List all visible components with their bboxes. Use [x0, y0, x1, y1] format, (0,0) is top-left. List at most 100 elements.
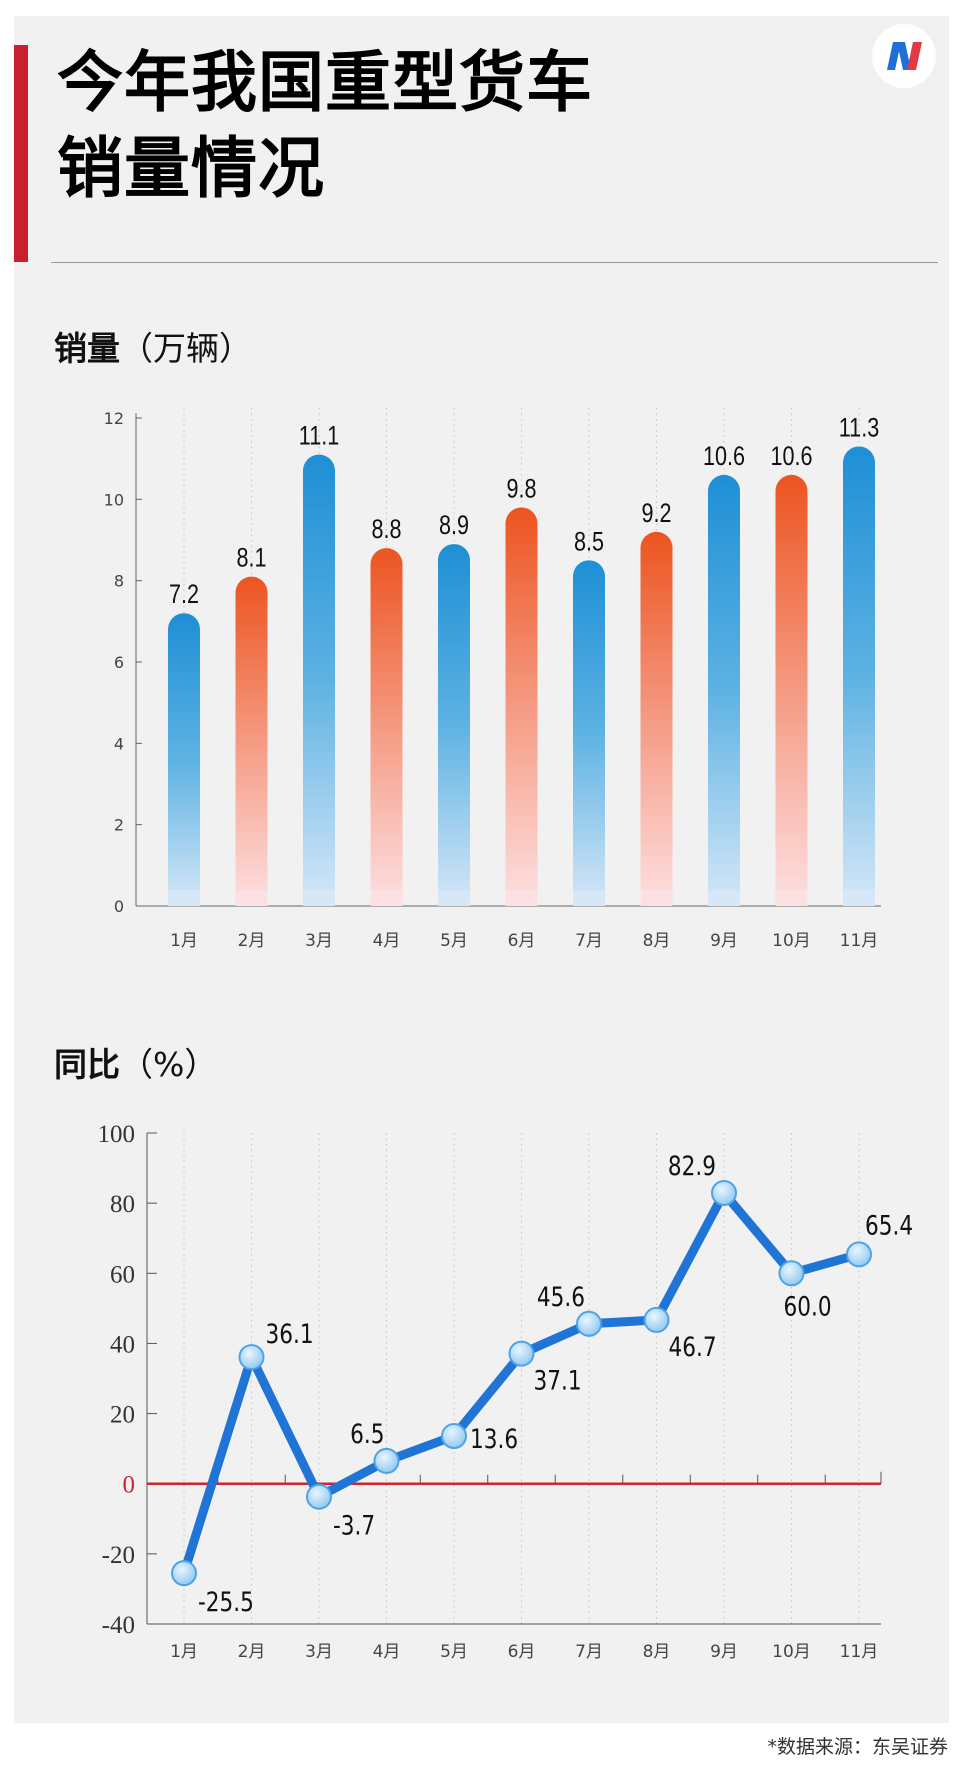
- y-tick-label: 100: [98, 1121, 136, 1148]
- point-value-label: 82.9: [668, 1150, 716, 1182]
- data-point: [306, 1483, 332, 1510]
- bar-value-label: 8.8: [371, 515, 401, 545]
- x-tick-label: 10月: [772, 931, 811, 951]
- bar-base: [168, 890, 200, 906]
- data-point: [171, 1560, 197, 1587]
- data-point: [778, 1260, 805, 1287]
- sales-heading-unit: （万辆）: [120, 329, 252, 368]
- x-tick-label: 8月: [643, 1642, 671, 1662]
- bar-value-label: 10.6: [703, 442, 745, 472]
- y-tick-label: 6: [114, 653, 124, 672]
- bar-value-label: 10.6: [770, 442, 812, 472]
- y-tick-label: 60: [110, 1261, 135, 1288]
- bar: [775, 474, 808, 906]
- y-tick-label: 0: [123, 1472, 136, 1499]
- x-tick-label: 11月: [840, 931, 879, 951]
- bar: [640, 531, 673, 906]
- point-value-label: 46.7: [669, 1331, 717, 1363]
- bar-base: [303, 890, 335, 906]
- y-tick-label: 40: [110, 1331, 135, 1358]
- x-tick-label: 3月: [305, 1642, 333, 1662]
- y-tick-label: 10: [104, 490, 124, 509]
- point-value-label: 65.4: [865, 1209, 913, 1241]
- x-tick-label: 9月: [710, 1642, 738, 1662]
- x-tick-label: 6月: [508, 931, 536, 951]
- y-tick-label: 0: [114, 897, 124, 916]
- x-tick-label: 3月: [305, 931, 333, 951]
- x-tick-label: 9月: [710, 931, 738, 951]
- x-tick-label: 1月: [170, 931, 198, 951]
- sales-heading: 销量（万辆）: [54, 322, 252, 370]
- x-tick-label: 2月: [238, 931, 266, 951]
- yoy-heading-text: 同比: [54, 1045, 120, 1084]
- data-source-note: *数据来源：东吴证券: [767, 1736, 948, 1758]
- y-tick-label: 4: [114, 734, 124, 753]
- x-tick-label: 7月: [575, 931, 603, 951]
- point-value-label: -3.7: [333, 1509, 375, 1541]
- bar-value-label: 8.9: [439, 511, 469, 541]
- y-tick-label: -20: [102, 1542, 135, 1569]
- y-tick-label: 80: [110, 1191, 135, 1218]
- x-tick-label: 4月: [373, 1642, 401, 1662]
- bar-base: [370, 890, 403, 906]
- bar: [303, 454, 335, 906]
- x-tick-label: 1月: [170, 1642, 198, 1662]
- point-value-label: -25.5: [198, 1586, 254, 1618]
- bar-value-label: 7.2: [169, 580, 199, 610]
- bar: [370, 548, 403, 906]
- bar-base: [843, 890, 875, 906]
- page-title: 今年我国重型货车 销量情况: [57, 40, 593, 212]
- data-point: [643, 1306, 670, 1333]
- bar-value-label: 8.1: [236, 543, 266, 573]
- yoy-heading: 同比（%）: [54, 1038, 217, 1086]
- bar: [168, 613, 200, 906]
- bar-base: [573, 890, 605, 906]
- bar-base: [640, 890, 673, 906]
- y-tick-label: -40: [102, 1612, 135, 1639]
- x-tick-label: 8月: [643, 931, 671, 951]
- x-tick-label: 6月: [508, 1642, 536, 1662]
- title-line-1: 今年我国重型货车: [57, 44, 593, 121]
- bar: [438, 544, 470, 906]
- bar-value-label: 9.8: [506, 474, 536, 504]
- bar: [505, 507, 538, 906]
- bar: [708, 474, 740, 906]
- data-point: [576, 1310, 602, 1337]
- bar-base: [708, 890, 740, 906]
- title-accent-bar: [14, 45, 28, 262]
- yoy-heading-unit: （%）: [120, 1045, 218, 1084]
- data-point: [846, 1241, 872, 1268]
- bar-base: [775, 890, 808, 906]
- point-value-label: 60.0: [784, 1290, 832, 1322]
- point-value-label: 37.1: [534, 1364, 582, 1396]
- y-tick-label: 12: [104, 409, 124, 428]
- x-tick-label: 11月: [840, 1642, 879, 1662]
- bar-value-label: 11.1: [299, 421, 339, 451]
- x-tick-label: 2月: [238, 1642, 266, 1662]
- data-point: [711, 1179, 737, 1206]
- y-tick-label: 2: [114, 816, 124, 835]
- y-tick-label: 8: [114, 572, 124, 591]
- y-tick-label: 20: [110, 1402, 135, 1429]
- x-tick-label: 10月: [772, 1642, 811, 1662]
- x-tick-label: 5月: [440, 931, 468, 951]
- bar: [843, 446, 875, 906]
- point-value-label: 36.1: [266, 1318, 314, 1350]
- data-point: [373, 1447, 400, 1474]
- bar-value-label: 11.3: [839, 413, 879, 443]
- title-line-2: 销量情况: [57, 130, 325, 207]
- sales-heading-text: 销量: [54, 329, 120, 368]
- point-value-label: 6.5: [350, 1418, 384, 1450]
- x-tick-label: 7月: [575, 1642, 603, 1662]
- bar-base: [438, 890, 470, 906]
- bar: [235, 576, 268, 906]
- data-point: [508, 1340, 535, 1367]
- data-point: [238, 1344, 265, 1371]
- title-divider: [51, 262, 938, 263]
- brand-logo-icon: [872, 24, 936, 88]
- data-point: [441, 1423, 467, 1450]
- point-value-label: 45.6: [537, 1280, 585, 1312]
- x-tick-label: 4月: [373, 931, 401, 951]
- bar-value-label: 8.5: [574, 527, 604, 557]
